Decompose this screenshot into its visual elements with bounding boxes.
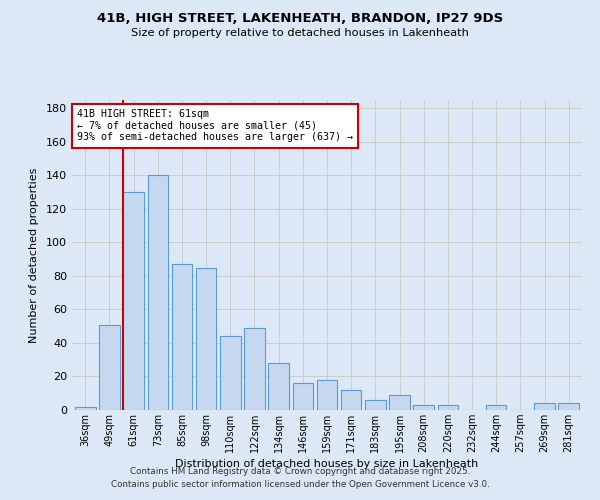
Text: Contains public sector information licensed under the Open Government Licence v3: Contains public sector information licen… (110, 480, 490, 489)
Bar (365, 400, 386, 410)
Bar (75, 406, 95, 410)
Bar (148, 176, 168, 410)
Bar (124, 192, 144, 410)
Bar (268, 363, 289, 410)
Text: 41B HIGH STREET: 61sqm
← 7% of detached houses are smaller (45)
93% of semi-deta: 41B HIGH STREET: 61sqm ← 7% of detached … (77, 110, 353, 142)
X-axis label: Distribution of detached houses by size in Lakenheath: Distribution of detached houses by size … (175, 459, 479, 469)
Bar (196, 268, 217, 410)
Bar (244, 328, 265, 410)
Bar (413, 405, 434, 410)
Bar (437, 405, 458, 410)
Bar (317, 380, 337, 410)
Bar (389, 395, 410, 410)
Bar (559, 404, 579, 410)
Text: Contains HM Land Registry data © Crown copyright and database right 2025.: Contains HM Land Registry data © Crown c… (130, 467, 470, 476)
Text: Size of property relative to detached houses in Lakenheath: Size of property relative to detached ho… (131, 28, 469, 38)
Bar (534, 404, 555, 410)
Bar (341, 390, 361, 410)
Y-axis label: Number of detached properties: Number of detached properties (29, 168, 39, 342)
Text: 41B, HIGH STREET, LAKENHEATH, BRANDON, IP27 9DS: 41B, HIGH STREET, LAKENHEATH, BRANDON, I… (97, 12, 503, 26)
Bar (172, 264, 192, 410)
Bar (486, 405, 506, 410)
Bar (99, 324, 120, 410)
Bar (293, 383, 313, 410)
Bar (220, 336, 241, 410)
